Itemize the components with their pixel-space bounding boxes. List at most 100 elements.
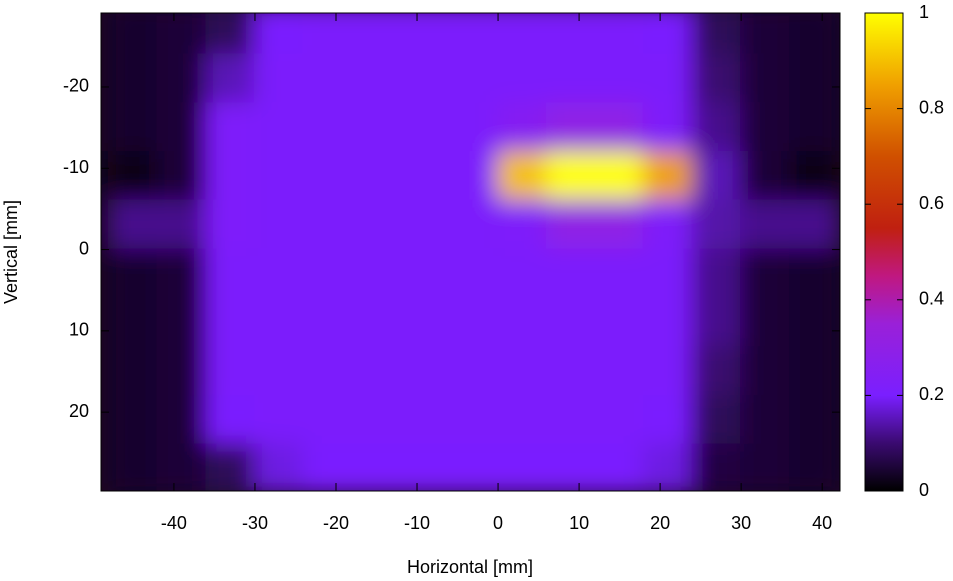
heat-cell	[108, 199, 159, 251]
heat-cell	[740, 13, 791, 56]
heat-cell	[642, 394, 694, 446]
heat-cell	[545, 248, 597, 300]
heat-cell	[108, 297, 159, 349]
heat-cell	[253, 346, 305, 397]
heat-cell	[497, 297, 548, 349]
heat-cell	[691, 394, 743, 446]
heat-cell	[351, 199, 402, 251]
heat-cell	[205, 13, 256, 56]
x-tick-label: -20	[323, 513, 349, 533]
heat-cell	[108, 53, 159, 105]
heat-cell	[253, 13, 305, 56]
heat-cell	[594, 297, 645, 349]
heat-cell	[691, 443, 743, 491]
heat-cell	[740, 443, 791, 491]
heat-cell	[788, 199, 840, 251]
heat-cell	[351, 102, 402, 154]
heat-cell	[594, 394, 645, 446]
heat-cell	[156, 13, 208, 56]
heat-cell	[545, 102, 597, 154]
heat-cell	[156, 53, 208, 105]
heat-cell	[788, 102, 840, 154]
heat-cell	[448, 13, 500, 56]
heat-cell	[448, 346, 500, 397]
heat-cell	[788, 53, 840, 105]
colorbar-tick-label: 0	[919, 480, 929, 500]
heat-cell	[156, 151, 208, 202]
y-tick-label: 10	[69, 320, 89, 340]
heat-cell	[253, 53, 305, 105]
heat-cell	[788, 297, 840, 349]
heat-cell	[448, 297, 500, 349]
heat-cell	[594, 53, 645, 105]
heat-cell	[740, 248, 791, 300]
heat-cell	[545, 199, 597, 251]
heat-cell	[497, 248, 548, 300]
heat-cell	[351, 443, 402, 491]
heat-cell	[448, 53, 500, 105]
heat-cell	[205, 297, 256, 349]
heat-cell	[302, 199, 354, 251]
heat-cell	[497, 346, 548, 397]
heat-cell	[691, 346, 743, 397]
heat-cell	[594, 102, 645, 154]
x-tick-label: -10	[404, 513, 430, 533]
heat-cell	[740, 297, 791, 349]
heat-cell	[594, 443, 645, 491]
x-axis-title: Horizontal [mm]	[407, 557, 533, 577]
heat-cell	[497, 151, 548, 202]
colorbar-tick-label: 0.8	[919, 97, 944, 117]
heat-cell	[642, 151, 694, 202]
heat-cell	[351, 394, 402, 446]
heat-cell	[156, 102, 208, 154]
colorbar-tick-label: 1	[919, 2, 929, 22]
heat-cell	[691, 199, 743, 251]
heat-cell	[448, 443, 500, 491]
heat-cell	[205, 199, 256, 251]
heat-cell	[108, 102, 159, 154]
heat-cell	[108, 248, 159, 300]
heat-cell	[497, 443, 548, 491]
heat-cell	[497, 394, 548, 446]
heat-cell	[740, 394, 791, 446]
heat-cell	[302, 346, 354, 397]
heat-cell	[691, 102, 743, 154]
heat-cell	[594, 13, 645, 56]
heat-cell	[253, 443, 305, 491]
heat-cell	[594, 248, 645, 300]
heat-cell	[399, 53, 451, 105]
heat-cell	[448, 199, 500, 251]
heat-cell	[497, 13, 548, 56]
heat-cell	[448, 151, 500, 202]
heat-cell	[545, 443, 597, 491]
heat-cell	[351, 248, 402, 300]
heat-cell	[545, 13, 597, 56]
heat-cell	[788, 443, 840, 491]
heat-cell	[108, 13, 159, 56]
heat-cell	[399, 102, 451, 154]
heat-cell	[156, 199, 208, 251]
heat-cell	[497, 199, 548, 251]
heat-cell	[594, 199, 645, 251]
heat-cell	[399, 297, 451, 349]
heat-cell	[642, 443, 694, 491]
heat-cell	[399, 346, 451, 397]
heat-cell	[156, 443, 208, 491]
heat-cell	[253, 151, 305, 202]
heat-cell	[399, 13, 451, 56]
heat-cell	[205, 151, 256, 202]
heat-cell	[205, 53, 256, 105]
heat-cell	[594, 151, 645, 202]
heat-cell	[351, 13, 402, 56]
heatmap-cells	[108, 13, 840, 491]
heat-cell	[545, 346, 597, 397]
heat-cell	[399, 248, 451, 300]
heat-cell	[545, 297, 597, 349]
heat-cell	[302, 248, 354, 300]
heat-cell	[788, 13, 840, 56]
x-tick-label: 40	[812, 513, 832, 533]
heat-cell	[448, 102, 500, 154]
heat-cell	[302, 443, 354, 491]
heat-cell	[253, 394, 305, 446]
x-tick-label: -40	[161, 513, 187, 533]
